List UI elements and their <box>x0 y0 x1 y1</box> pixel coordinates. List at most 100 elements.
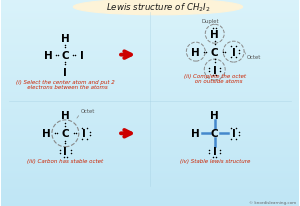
Bar <box>1 40 299 41</box>
Bar <box>1 48 299 49</box>
Bar <box>1 166 299 167</box>
Bar <box>1 203 299 204</box>
Bar <box>1 37 299 39</box>
Bar <box>1 107 299 108</box>
Bar <box>1 68 299 69</box>
Bar <box>1 167 299 168</box>
Bar <box>1 65 299 66</box>
Text: I: I <box>63 146 67 157</box>
Bar <box>1 33 299 34</box>
Text: Octet: Octet <box>247 55 261 60</box>
Bar <box>1 86 299 87</box>
Text: (iii) Carbon has stable octet: (iii) Carbon has stable octet <box>27 158 104 163</box>
Bar <box>1 186 299 187</box>
Bar <box>1 159 299 160</box>
Bar <box>1 60 299 61</box>
Bar <box>1 2 299 3</box>
Bar <box>1 183 299 184</box>
Bar <box>1 13 299 14</box>
Bar <box>1 196 299 197</box>
Bar <box>1 14 299 15</box>
Bar <box>1 15 299 16</box>
Bar <box>1 139 299 140</box>
Bar <box>1 133 299 134</box>
Bar <box>1 83 299 84</box>
Bar <box>1 129 299 130</box>
Text: H: H <box>210 30 219 40</box>
Text: C: C <box>61 50 69 60</box>
Bar <box>1 181 299 182</box>
Bar <box>1 55 299 56</box>
Bar <box>1 56 299 57</box>
Bar <box>1 162 299 163</box>
Bar <box>1 145 299 146</box>
Bar <box>1 70 299 71</box>
Bar <box>1 180 299 181</box>
Bar <box>1 50 299 52</box>
Bar <box>1 106 299 107</box>
Bar <box>1 34 299 35</box>
Bar <box>1 127 299 128</box>
Text: I: I <box>213 65 217 75</box>
Bar <box>1 116 299 117</box>
Bar <box>1 190 299 191</box>
Bar <box>1 172 299 173</box>
Bar <box>1 120 299 121</box>
Bar <box>1 143 299 144</box>
Text: I: I <box>63 67 67 77</box>
Ellipse shape <box>73 0 243 16</box>
Bar <box>1 94 299 95</box>
Bar <box>1 100 299 101</box>
Bar <box>1 97 299 98</box>
Bar <box>1 64 299 65</box>
Bar <box>1 39 299 40</box>
Bar <box>1 151 299 152</box>
Bar <box>1 109 299 110</box>
Bar <box>1 113 299 114</box>
Bar <box>1 9 299 10</box>
Bar <box>1 117 299 118</box>
Bar <box>1 93 299 94</box>
Bar <box>1 5 299 6</box>
Bar <box>1 130 299 131</box>
Bar <box>1 87 299 88</box>
Text: H: H <box>210 111 219 121</box>
Text: I: I <box>232 129 236 139</box>
Bar <box>1 160 299 162</box>
Bar <box>1 173 299 174</box>
Text: C: C <box>211 129 218 139</box>
Bar <box>1 165 299 166</box>
Bar <box>1 135 299 136</box>
Bar <box>1 61 299 62</box>
Bar <box>1 171 299 172</box>
Bar <box>1 125 299 126</box>
Bar <box>1 76 299 77</box>
Bar <box>1 80 299 81</box>
Bar <box>1 140 299 142</box>
Bar <box>1 47 299 48</box>
Bar <box>1 67 299 68</box>
Bar <box>1 18 299 19</box>
Bar <box>1 66 299 67</box>
Bar <box>1 131 299 132</box>
Bar <box>1 198 299 199</box>
Bar <box>1 82 299 83</box>
Text: H: H <box>42 129 51 139</box>
Bar <box>1 170 299 171</box>
Text: H: H <box>61 34 70 43</box>
Text: © knordislearning.com: © knordislearning.com <box>249 200 296 204</box>
Bar <box>1 30 299 32</box>
Bar <box>1 199 299 200</box>
Bar <box>1 123 299 124</box>
Bar <box>1 112 299 113</box>
Bar <box>1 54 299 55</box>
Text: C: C <box>211 47 218 57</box>
Bar <box>1 124 299 125</box>
Bar <box>1 188 299 189</box>
Bar <box>1 77 299 78</box>
Bar <box>1 111 299 112</box>
Bar <box>1 118 299 119</box>
Bar <box>1 72 299 73</box>
Bar <box>1 53 299 54</box>
Bar <box>1 27 299 28</box>
